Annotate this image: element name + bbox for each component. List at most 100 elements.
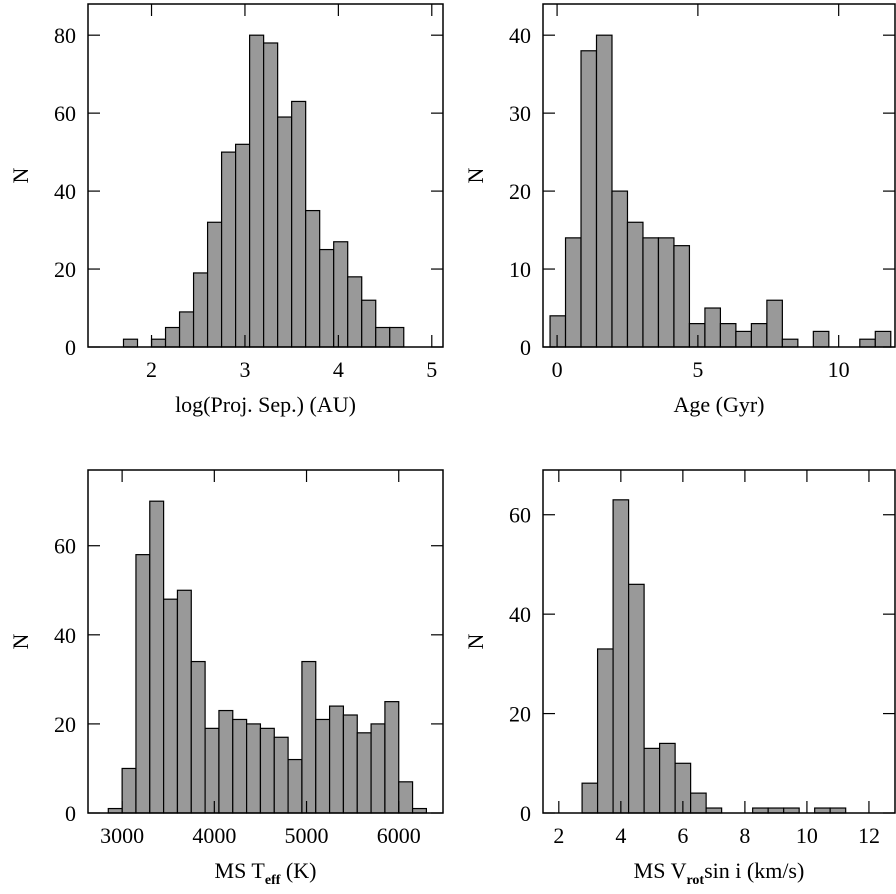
bar: [301, 660, 317, 814]
bar: [766, 299, 783, 348]
bar: [150, 338, 167, 348]
x-axis-label: MS Teff (K): [215, 858, 317, 888]
bar: [342, 714, 358, 814]
plot-frame: [542, 469, 896, 814]
bar: [287, 758, 303, 814]
bar: [361, 299, 377, 348]
bar: [596, 648, 614, 814]
x-tick-label: 6000: [377, 823, 421, 848]
bar: [389, 326, 405, 348]
plot-frame: [87, 469, 444, 814]
bar: [704, 307, 722, 348]
x-axis-label-part: MS T: [215, 858, 266, 883]
bar: [564, 237, 582, 348]
bar: [580, 50, 598, 348]
bar: [291, 100, 307, 348]
x-axis-label-part: (K): [280, 858, 316, 883]
y-axis-label: N: [463, 167, 488, 183]
x-tick-label: 3: [239, 357, 250, 382]
bar: [874, 330, 892, 348]
bar: [149, 500, 165, 814]
x-tick-label: 4: [333, 357, 344, 382]
bar: [249, 34, 265, 348]
bar: [384, 701, 400, 814]
bar: [398, 781, 414, 814]
bar: [688, 323, 706, 348]
bar: [273, 736, 289, 814]
bar: [657, 237, 675, 348]
y-tick-label: 40: [509, 602, 531, 627]
x-tick-label: 10: [796, 823, 818, 848]
x-tick-label: 4000: [192, 823, 236, 848]
bar: [245, 723, 262, 814]
bar: [781, 338, 799, 348]
bar: [192, 272, 209, 348]
y-tick-label: 0: [520, 335, 531, 360]
bar: [643, 747, 661, 814]
x-axis-label-part: log(Proj. Sep.) (AU): [175, 392, 356, 417]
x-tick-label: 10: [828, 357, 850, 382]
bar: [690, 792, 707, 814]
y-tick-label: 10: [509, 257, 531, 282]
bar: [135, 554, 151, 814]
bar: [235, 143, 251, 348]
bar: [164, 326, 181, 348]
y-tick-label: 20: [54, 712, 76, 737]
y-tick-label: 0: [65, 335, 76, 360]
x-tick-label: 4: [615, 823, 626, 848]
plot-frame: [542, 3, 896, 348]
x-axis-label: Age (Gyr): [673, 392, 764, 417]
x-tick-label: 3000: [100, 823, 144, 848]
bar: [176, 589, 192, 814]
y-tick-label: 60: [54, 101, 76, 126]
bar: [719, 323, 737, 348]
bar: [642, 237, 660, 348]
bar: [581, 782, 599, 814]
bar: [263, 42, 279, 348]
bar: [659, 742, 676, 814]
y-tick-label: 0: [65, 801, 76, 826]
bar: [611, 190, 629, 348]
x-axis-label-part: eff: [265, 873, 281, 888]
x-tick-label: 5000: [285, 823, 329, 848]
bar: [333, 241, 349, 348]
bar: [370, 723, 386, 814]
plot-frame: [87, 3, 444, 348]
bar: [305, 209, 321, 348]
bar: [178, 311, 195, 348]
bar: [750, 323, 768, 348]
bar: [627, 583, 645, 814]
bar: [204, 727, 220, 814]
y-tick-label: 60: [54, 534, 76, 559]
bar: [163, 598, 179, 814]
bar: [595, 34, 613, 348]
bar: [356, 732, 372, 814]
bar: [220, 151, 237, 348]
bar: [612, 499, 630, 814]
x-tick-label: 8: [739, 823, 750, 848]
bar: [259, 727, 275, 814]
bar: [319, 248, 335, 348]
bar: [859, 338, 876, 348]
bar: [735, 330, 752, 348]
y-axis-label: N: [463, 633, 488, 649]
bar: [190, 660, 206, 814]
y-tick-label: 30: [509, 101, 531, 126]
y-tick-label: 40: [54, 179, 76, 204]
bar: [673, 245, 691, 348]
bar: [812, 330, 830, 348]
x-axis-label-part: sin i (km/s): [704, 858, 804, 883]
x-axis-label: MS Vrotsin i (km/s): [634, 858, 805, 888]
bar: [328, 705, 345, 814]
bar: [626, 221, 644, 348]
bar: [375, 326, 391, 348]
x-tick-label: 2: [146, 357, 157, 382]
bar: [315, 718, 331, 814]
y-tick-label: 20: [509, 179, 531, 204]
panel: 0 5 10 0 10 20 30 40 Age (Gyr) N: [463, 3, 896, 417]
x-tick-label: 2: [553, 823, 564, 848]
y-tick-label: 40: [54, 623, 76, 648]
bar: [122, 338, 139, 348]
